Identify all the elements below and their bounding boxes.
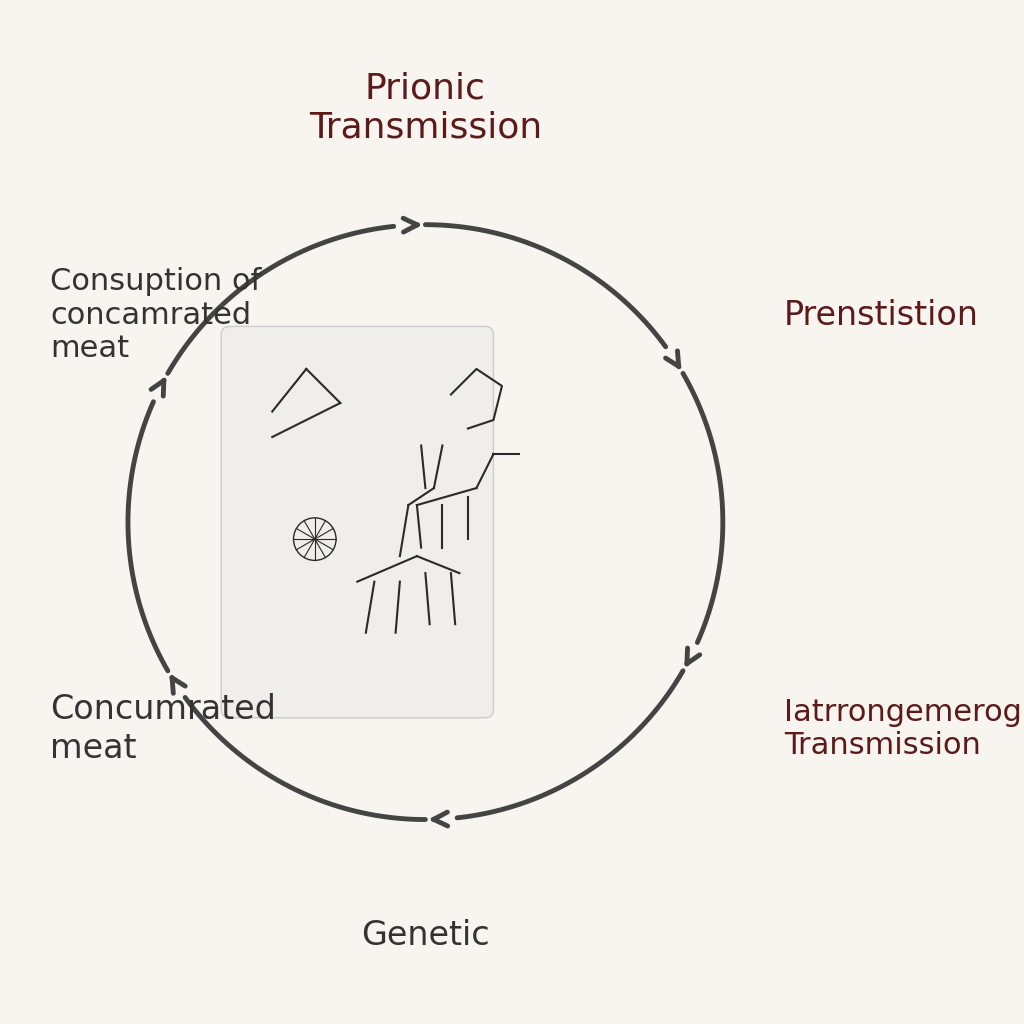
- Text: Genetic: Genetic: [361, 920, 489, 952]
- Text: Consuption of
concamrated
meat: Consuption of concamrated meat: [50, 267, 261, 364]
- Text: Iatrrongemerog
Transmission: Iatrrongemerog Transmission: [783, 697, 1022, 760]
- FancyBboxPatch shape: [221, 327, 494, 718]
- Text: Concumrated
meat: Concumrated meat: [50, 693, 275, 765]
- Text: Prionic
Transmission: Prionic Transmission: [309, 72, 542, 145]
- Ellipse shape: [328, 582, 456, 649]
- Text: Prenstistion: Prenstistion: [783, 299, 979, 332]
